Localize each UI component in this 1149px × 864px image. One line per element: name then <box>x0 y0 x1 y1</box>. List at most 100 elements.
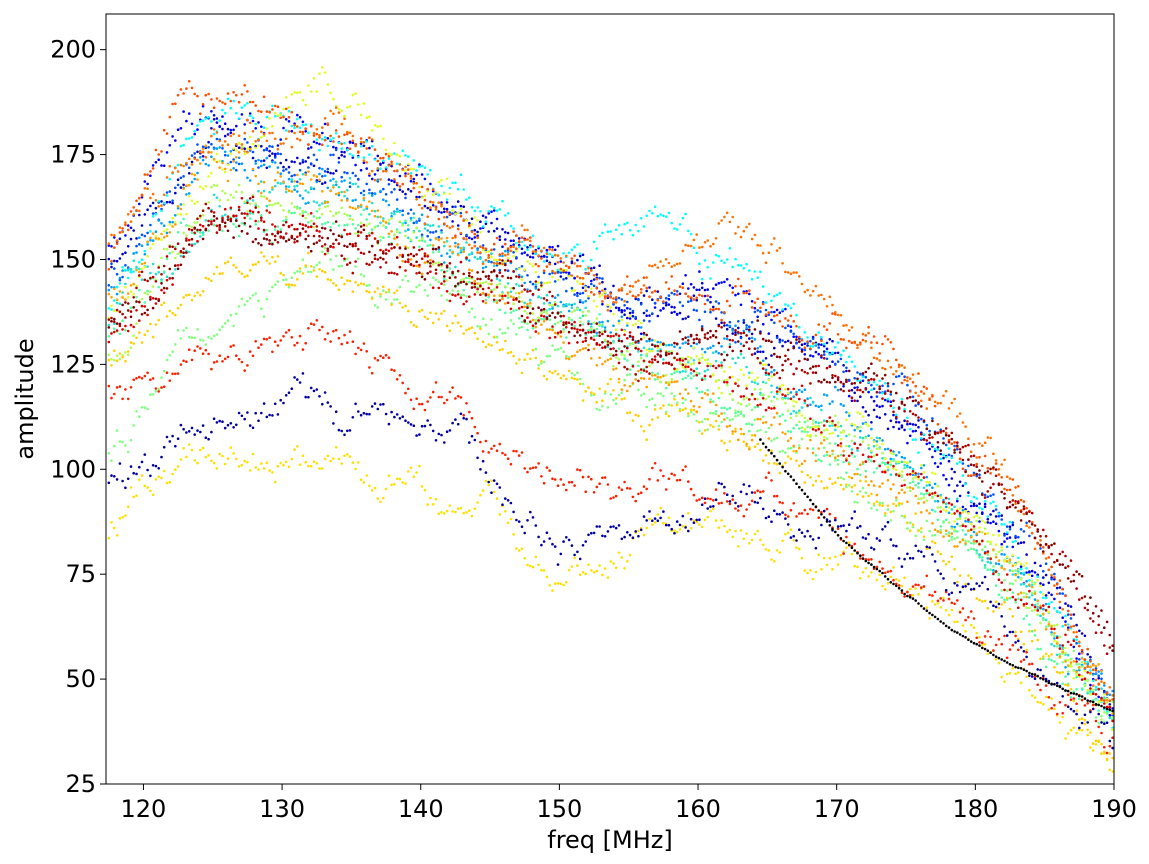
data-point <box>748 422 751 426</box>
data-point <box>573 289 576 292</box>
data-point <box>240 147 244 151</box>
data-point <box>953 528 956 532</box>
data-point <box>692 294 696 298</box>
data-point <box>601 289 604 292</box>
data-point <box>307 84 310 87</box>
data-point <box>204 276 208 280</box>
data-point <box>520 320 524 324</box>
data-point <box>723 215 726 219</box>
data-point <box>553 331 557 335</box>
data-point <box>850 439 854 443</box>
data-point <box>476 337 479 341</box>
data-point <box>820 343 823 347</box>
data-point <box>429 496 432 500</box>
data-point <box>523 309 526 313</box>
data-point <box>379 178 382 181</box>
data-point <box>559 257 563 260</box>
data-point <box>1078 658 1081 661</box>
data-point <box>210 185 213 189</box>
data-point <box>232 158 235 161</box>
data-point <box>404 482 407 485</box>
data-point <box>196 291 199 294</box>
data-point <box>1072 649 1076 653</box>
data-point <box>196 158 199 162</box>
data-point <box>892 467 895 470</box>
data-point <box>182 296 185 299</box>
data-point <box>296 117 299 121</box>
data-point <box>553 262 557 266</box>
data-point <box>781 344 784 348</box>
data-point <box>645 385 648 389</box>
data-point <box>836 313 840 317</box>
data-point <box>465 328 468 332</box>
data-point <box>872 502 876 506</box>
data-point <box>545 252 549 256</box>
data-point <box>817 405 820 409</box>
data-point <box>764 397 768 401</box>
data-point <box>387 232 391 236</box>
data-point <box>437 512 441 516</box>
data-point <box>678 301 682 304</box>
data-point <box>481 225 485 228</box>
data-point <box>135 268 138 272</box>
data-point <box>878 485 881 488</box>
data-point <box>429 283 432 287</box>
data-point <box>135 208 138 212</box>
data-point <box>831 482 834 486</box>
data-point <box>939 452 942 456</box>
data-point <box>761 393 765 397</box>
data-point <box>637 529 640 533</box>
data-point <box>479 327 482 331</box>
data-point <box>265 156 269 160</box>
data-point <box>592 240 596 244</box>
data-point <box>340 109 344 113</box>
data-point <box>165 315 169 318</box>
data-point <box>273 480 277 484</box>
data-point <box>689 410 693 414</box>
data-point <box>667 297 671 301</box>
data-point <box>140 233 144 237</box>
data-point <box>407 188 410 191</box>
data-point <box>900 455 904 459</box>
data-point <box>634 315 637 319</box>
data-point <box>703 392 707 395</box>
data-point <box>598 313 601 316</box>
data-point <box>293 448 296 451</box>
data-point <box>1080 729 1084 732</box>
data-point <box>731 286 734 290</box>
data-point <box>1064 660 1067 663</box>
data-point <box>981 559 984 562</box>
data-point <box>1022 571 1026 575</box>
data-point <box>556 278 560 282</box>
data-point <box>110 521 113 524</box>
data-point <box>573 293 576 296</box>
data-point <box>759 448 762 452</box>
data-point <box>271 285 274 289</box>
data-point <box>382 285 385 289</box>
data-point <box>936 485 940 488</box>
data-point <box>753 378 757 382</box>
data-point <box>420 206 424 210</box>
data-point <box>922 535 926 539</box>
data-point <box>814 350 818 354</box>
data-point <box>1017 671 1020 674</box>
data-point <box>678 362 682 365</box>
data-point <box>404 154 407 157</box>
data-point <box>359 203 363 207</box>
data-point <box>767 332 771 335</box>
data-point <box>440 511 443 514</box>
data-point <box>151 262 155 266</box>
data-point <box>470 205 474 209</box>
data-point <box>881 451 884 455</box>
data-point <box>492 258 496 262</box>
data-point <box>210 172 213 175</box>
data-point <box>639 291 643 294</box>
data-point <box>925 492 929 495</box>
data-point <box>892 459 895 462</box>
data-point <box>445 279 449 282</box>
data-point <box>578 292 582 296</box>
data-point <box>140 258 144 262</box>
data-point <box>872 399 876 403</box>
data-point <box>506 231 510 235</box>
data-point <box>1044 665 1048 669</box>
